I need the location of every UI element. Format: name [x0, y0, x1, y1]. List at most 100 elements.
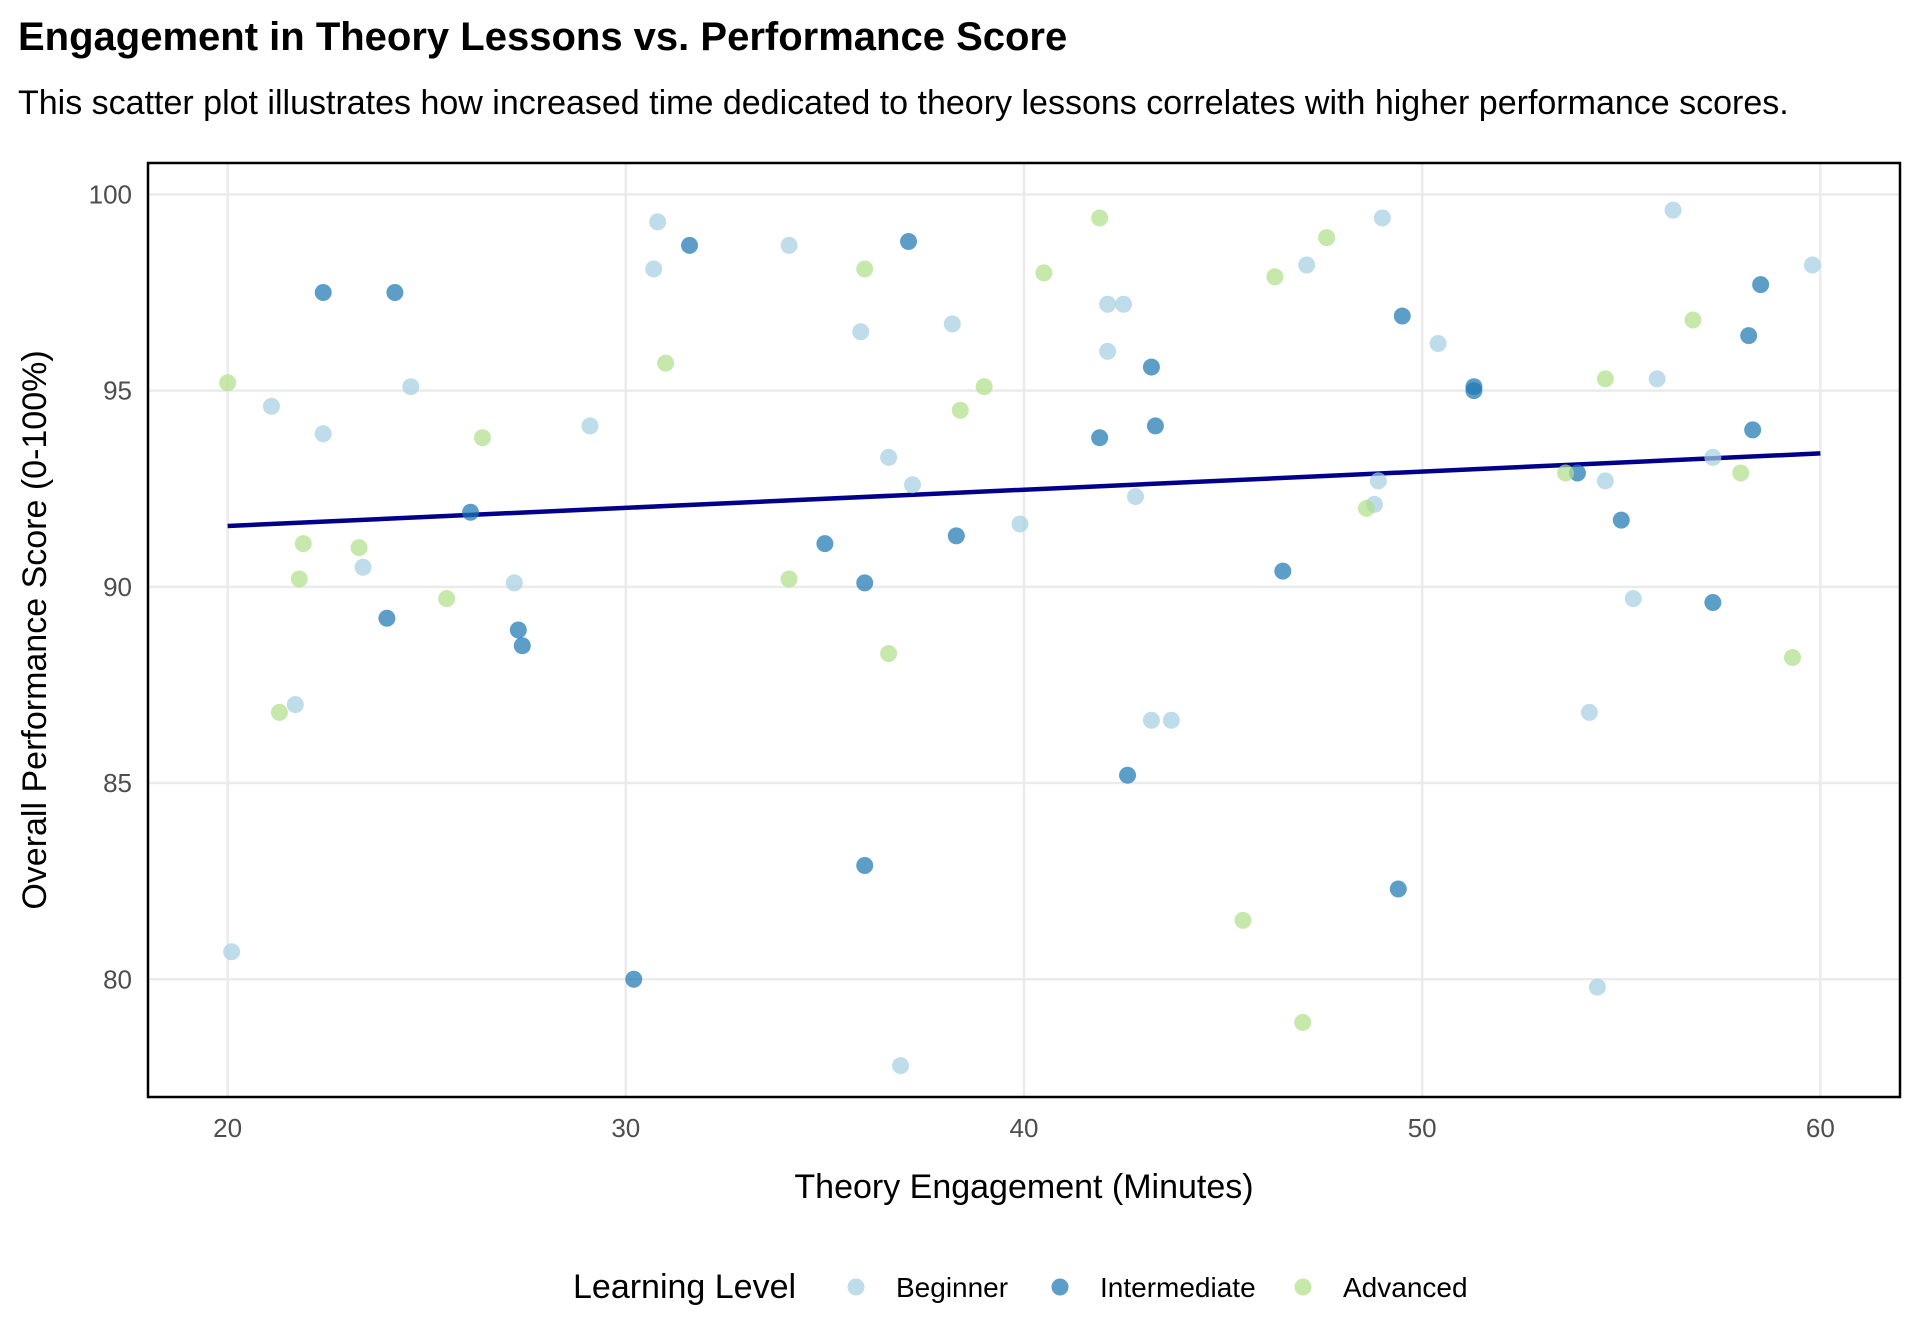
beginner-point-28	[1580, 703, 1598, 721]
intermediate-point-4	[509, 621, 527, 639]
advanced-point-23	[1732, 464, 1750, 482]
intermediate-point-10	[856, 574, 874, 592]
intermediate-point-18	[1389, 880, 1407, 898]
advanced-point-10	[880, 645, 898, 663]
chart-subtitle: This scatter plot illustrates how increa…	[18, 84, 1789, 122]
x-tick-label-0: 20	[213, 1113, 242, 1143]
beginner-point-10	[780, 236, 798, 254]
intermediate-point-9	[856, 856, 874, 874]
advanced-point-17	[1266, 268, 1284, 286]
advanced-point-0	[219, 374, 237, 392]
legend: Learning Level Beginner Intermediate Advan…	[573, 1268, 1468, 1306]
trend-line-group	[227, 451, 1821, 529]
beginner-point-5	[402, 378, 420, 396]
advanced-point-2	[290, 570, 308, 588]
beginner-point-8	[645, 260, 663, 278]
advanced-point-15	[1234, 911, 1252, 929]
beginner-point-35	[1803, 256, 1821, 274]
beginner-point-13	[892, 1057, 910, 1075]
legend-key-advanced	[1294, 1278, 1312, 1296]
beginner-point-3	[314, 425, 332, 443]
intermediate-point-11	[900, 232, 918, 250]
y-tick-label-2: 90	[103, 572, 132, 602]
advanced-point-19	[1357, 499, 1375, 517]
intermediate-point-3	[462, 503, 480, 521]
intermediate-point-0	[314, 284, 332, 302]
advanced-point-18	[1318, 229, 1336, 247]
beginner-point-14	[904, 476, 922, 494]
advanced-point-13	[1035, 264, 1053, 282]
grid-lines	[148, 163, 1900, 1097]
intermediate-point-8	[816, 535, 834, 553]
data-points	[219, 201, 1821, 1075]
y-axis-ticks: 80 85 90 95 100	[89, 179, 132, 994]
x-tick-label-2: 40	[1010, 1113, 1039, 1143]
beginner-point-1	[262, 397, 280, 415]
beginner-point-15	[943, 315, 961, 333]
legend-label-intermediate: Intermediate	[1100, 1272, 1256, 1303]
advanced-point-12	[975, 378, 993, 396]
beginner-point-22	[1162, 711, 1180, 729]
x-axis-ticks: 20 30 40 50 60	[213, 1113, 1835, 1143]
beginner-point-9	[649, 213, 667, 231]
legend-key-beginner	[847, 1278, 865, 1296]
x-tick-label-3: 50	[1408, 1113, 1437, 1143]
advanced-point-1	[270, 703, 288, 721]
intermediate-point-25	[1740, 327, 1758, 345]
advanced-point-16	[1294, 1013, 1312, 1031]
plot-panel-border	[146, 161, 1902, 1099]
advanced-point-8	[780, 570, 798, 588]
intermediate-point-14	[1119, 766, 1137, 784]
x-tick-label-4: 60	[1806, 1113, 1835, 1143]
trend-line	[227, 451, 1821, 529]
advanced-point-22	[1684, 311, 1702, 329]
beginner-point-2	[286, 696, 304, 714]
x-axis-title: Theory Engagement (Minutes)	[794, 1168, 1253, 1206]
y-axis-title: Overall Performance Score (0-100%)	[16, 350, 54, 909]
intermediate-point-17	[1274, 562, 1292, 580]
intermediate-point-6	[625, 970, 643, 988]
beginner-point-19	[1115, 295, 1133, 313]
y-tick-label-1: 85	[103, 768, 132, 798]
beginner-point-26	[1373, 209, 1391, 227]
beginner-point-21	[1142, 711, 1160, 729]
beginner-point-30	[1596, 472, 1614, 490]
intermediate-point-27	[1752, 276, 1770, 294]
beginner-point-23	[1298, 256, 1316, 274]
beginner-point-6	[505, 574, 523, 592]
advanced-point-4	[350, 539, 368, 557]
intermediate-point-7	[681, 236, 699, 254]
beginner-point-4	[354, 558, 372, 576]
x-tick-label-1: 30	[611, 1113, 640, 1143]
advanced-point-14	[1091, 209, 1109, 227]
intermediate-point-16	[1146, 417, 1164, 435]
intermediate-point-5	[513, 637, 531, 655]
beginner-point-7	[581, 417, 599, 435]
beginner-point-29	[1588, 978, 1606, 996]
legend-key-intermediate	[1051, 1278, 1069, 1296]
beginner-point-17	[1099, 342, 1117, 360]
advanced-point-5	[438, 590, 456, 608]
beginner-point-20	[1126, 488, 1144, 506]
beginner-point-34	[1704, 448, 1722, 466]
intermediate-point-19	[1393, 307, 1411, 325]
advanced-point-9	[856, 260, 874, 278]
intermediate-point-13	[1091, 429, 1109, 447]
advanced-point-11	[951, 401, 969, 419]
beginner-point-16	[1011, 515, 1029, 533]
legend-label-beginner: Beginner	[896, 1272, 1008, 1303]
advanced-point-6	[473, 429, 491, 447]
y-tick-label-3: 95	[103, 376, 132, 406]
intermediate-point-24	[1704, 594, 1722, 612]
beginner-point-33	[1664, 201, 1682, 219]
intermediate-point-2	[386, 284, 404, 302]
intermediate-point-23	[1612, 511, 1630, 529]
beginner-point-0	[223, 943, 241, 961]
beginner-point-11	[852, 323, 870, 341]
intermediate-point-12	[947, 527, 965, 545]
beginner-point-12	[880, 448, 898, 466]
beginner-point-18	[1099, 295, 1117, 313]
y-tick-label-4: 100	[89, 179, 132, 209]
beginner-point-25	[1369, 472, 1387, 490]
